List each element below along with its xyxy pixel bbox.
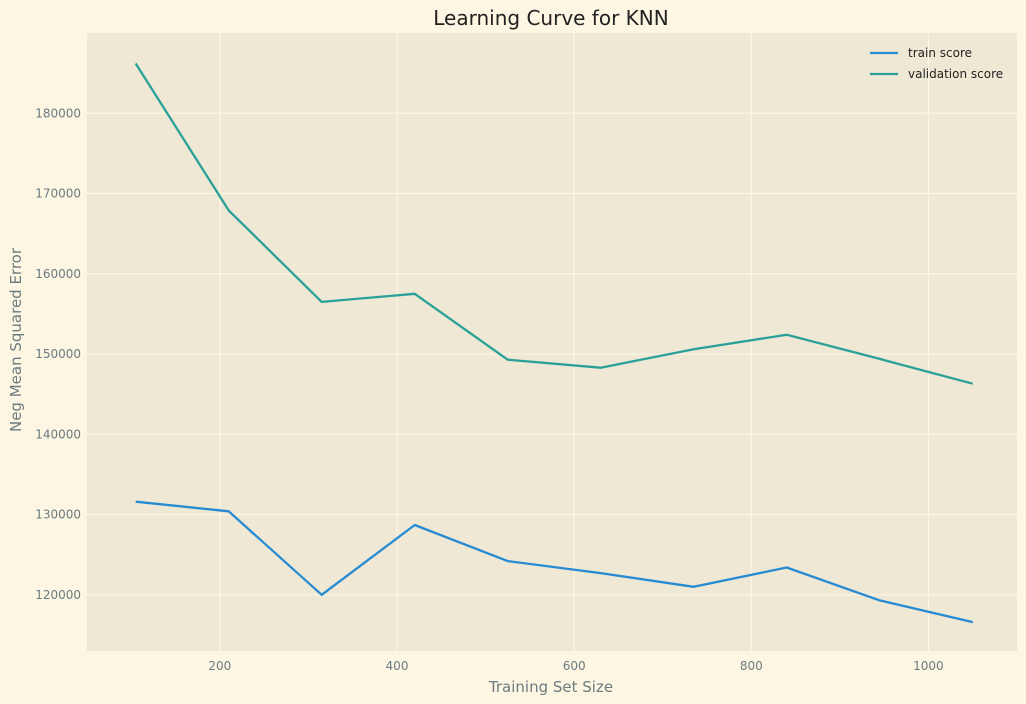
series-lines bbox=[134, 62, 973, 624]
x-tick-label: 600 bbox=[563, 659, 586, 673]
legend: train score validation score bbox=[870, 46, 1003, 81]
y-tick-label: 170000 bbox=[35, 187, 81, 201]
y-axis-label: Neg Mean Squared Error bbox=[7, 247, 25, 432]
x-tick-label: 200 bbox=[208, 659, 231, 673]
series-line-0 bbox=[135, 500, 973, 624]
series-line-1 bbox=[134, 62, 973, 385]
y-tick-label: 180000 bbox=[35, 106, 81, 120]
y-tick-label: 150000 bbox=[35, 347, 81, 361]
legend-label: validation score bbox=[908, 67, 1003, 81]
y-tick-label: 130000 bbox=[35, 508, 81, 522]
y-tick-label: 140000 bbox=[35, 427, 81, 441]
tick-labels: 200 400 600 800 1000 120000 130000 140000 150000… bbox=[35, 106, 944, 673]
grid-lines bbox=[87, 33, 1017, 651]
legend-label: train score bbox=[908, 46, 972, 60]
x-tick-label: 1000 bbox=[913, 659, 944, 673]
y-tick-label: 120000 bbox=[35, 588, 81, 602]
x-axis-label: Training Set Size bbox=[488, 678, 613, 696]
x-tick-label: 800 bbox=[740, 659, 763, 673]
y-tick-label: 160000 bbox=[35, 267, 81, 281]
plot-area bbox=[87, 33, 1017, 651]
x-tick-label: 400 bbox=[386, 659, 409, 673]
chart-title: Learning Curve for KNN bbox=[433, 6, 668, 30]
